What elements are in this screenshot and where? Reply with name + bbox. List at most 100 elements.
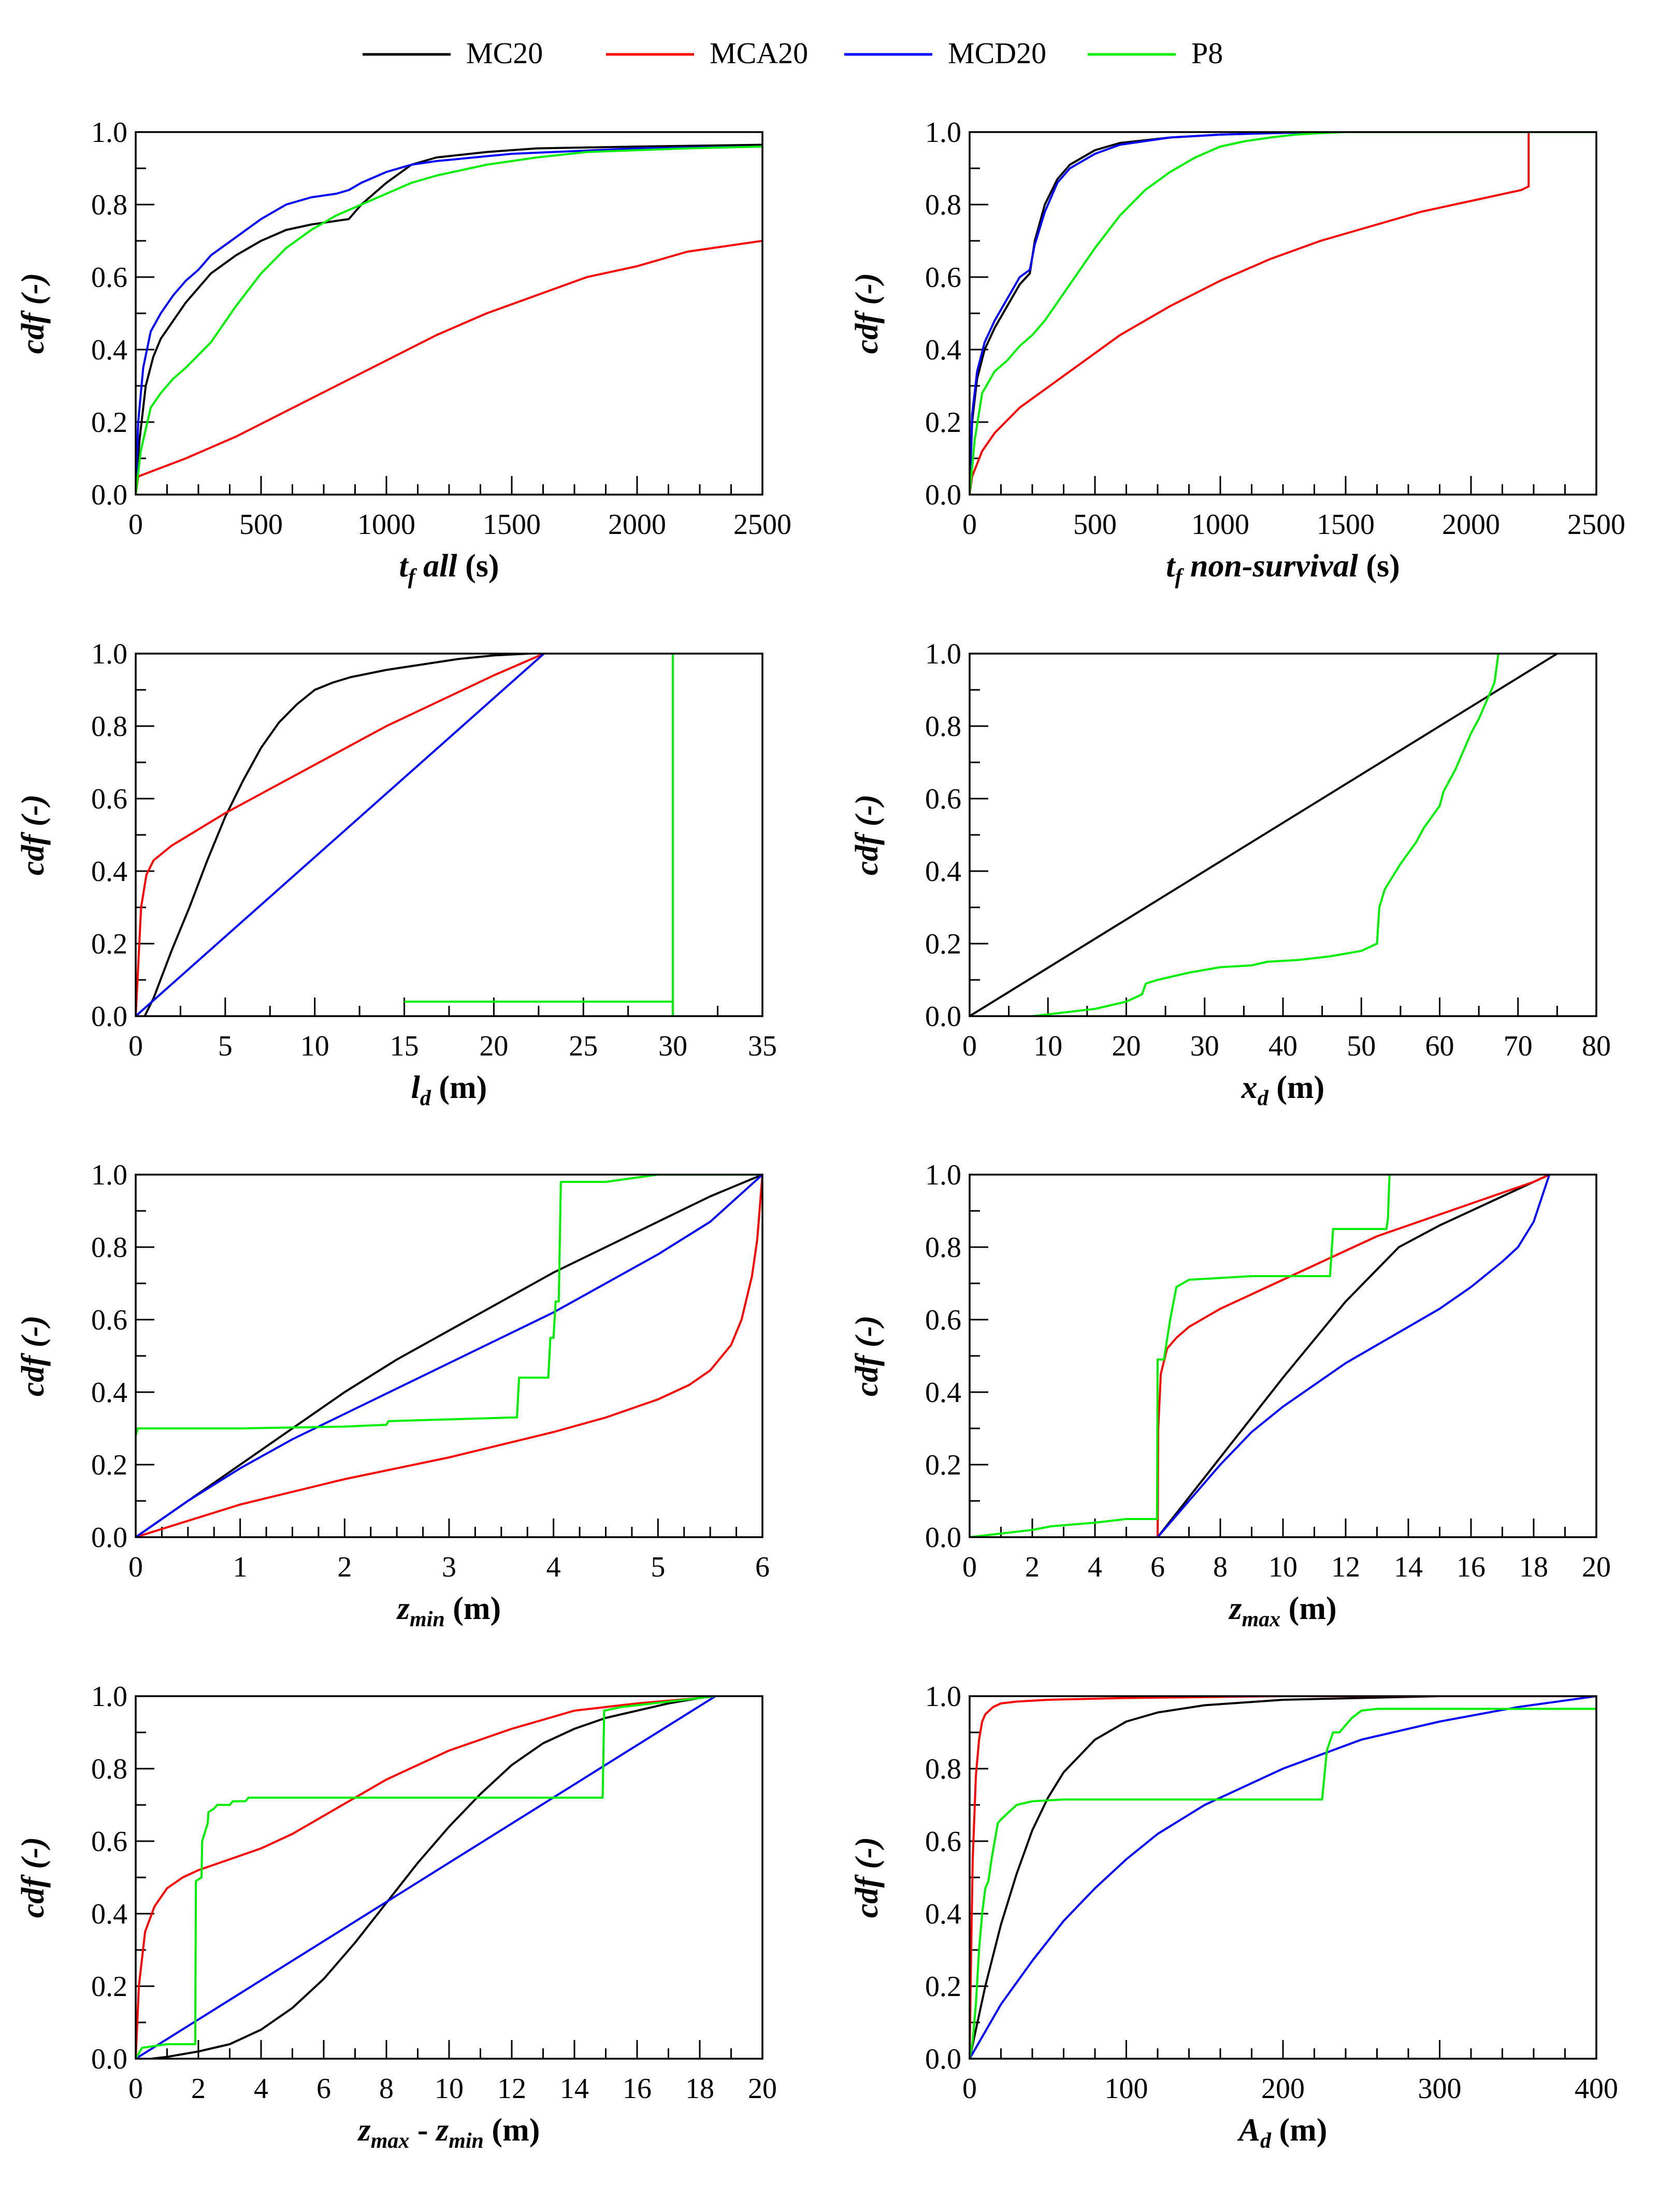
series-line-p8	[970, 132, 1596, 495]
chart-panel-7: 0 2 4 6 8 10 12 14 16 18 20 0.0 0.2 0.4 0.6 0.8 1.0 zmax …	[16, 1681, 777, 2153]
x-tick-label: 0	[128, 1030, 143, 1062]
series-line-mcd20	[136, 654, 545, 1016]
legend-label-mca20: MCA20	[710, 36, 808, 70]
x-tick-label: 80	[1582, 1030, 1611, 1062]
y-tick-label: 0.6	[925, 1826, 961, 1858]
series-line-mc20	[1157, 1175, 1550, 1537]
x-tick-label: 20	[748, 2073, 777, 2105]
y-tick-label: 0.4	[925, 1377, 961, 1409]
plot-frame	[969, 131, 1597, 496]
series-line-mca20	[136, 654, 544, 1016]
x-tick-label: 6	[755, 1551, 770, 1583]
y-tick-label: 0.8	[925, 189, 961, 221]
y-tick-label: 0.2	[925, 1449, 961, 1481]
y-axis-label: cdf (-)	[849, 273, 885, 354]
series-line-mca20	[136, 1696, 716, 2059]
series-line-p8	[970, 1708, 1596, 2059]
series-line-p8	[404, 654, 674, 1016]
series-line-p8	[1032, 654, 1499, 1016]
plot-frame	[969, 1174, 1597, 1538]
y-tick-label: 0.2	[925, 928, 961, 960]
x-tick-label: 12	[1331, 1551, 1360, 1583]
x-axis-label: zmin (m)	[396, 1591, 501, 1631]
x-tick-label: 35	[748, 1030, 777, 1062]
x-tick-label: 16	[623, 2073, 652, 2105]
y-tick-label: 0.2	[91, 928, 127, 960]
y-axis-label: cdf (-)	[16, 273, 51, 354]
y-tick-label: 0.2	[91, 1971, 127, 2003]
y-tick-label: 1.0	[925, 117, 961, 149]
series-line-mcd20	[970, 1696, 1596, 2059]
x-tick-label: 5	[651, 1551, 665, 1583]
series-line-p8	[970, 1175, 1391, 1537]
y-tick-label: 0.6	[925, 262, 961, 294]
series-line-mcd20	[136, 1696, 716, 2059]
x-tick-label: 15	[390, 1030, 419, 1062]
x-axis-label: tf all (s)	[399, 548, 499, 589]
x-tick-label: 2500	[733, 509, 791, 541]
x-tick-label: 2	[191, 2073, 206, 2105]
x-tick-label: 40	[1268, 1030, 1297, 1062]
y-tick-label: 0.8	[91, 711, 127, 743]
y-axis-label: cdf (-)	[16, 1837, 51, 1918]
plot-frame	[135, 131, 763, 496]
chart-panels: 0 500 1000 1500 2000 25000.00.20.40.60.81.0tf…	[16, 117, 1625, 2153]
x-tick-label: 70	[1504, 1030, 1533, 1062]
series-line-mcd20	[136, 146, 762, 495]
x-tick-label: 2000	[608, 509, 666, 541]
x-tick-label: 0	[128, 2073, 143, 2105]
x-tick-label: 1500	[1317, 509, 1375, 541]
x-tick-label: 400	[1575, 2073, 1618, 2105]
series-group	[136, 1175, 762, 1537]
y-tick-label: 0.4	[91, 1377, 127, 1409]
series-line-mcd20	[1157, 1175, 1551, 1537]
x-tick-label: 0	[128, 1551, 143, 1583]
y-tick-label: 0.0	[925, 479, 961, 511]
y-tick-label: 0.2	[925, 1971, 961, 2003]
x-tick-label: 0	[128, 509, 143, 541]
x-tick-label: 2000	[1442, 509, 1500, 541]
chart-panel-8: 0 100 200 300 400 0.0 0.2 0.4 0.6 0.8 1.0 Ad (m) cdf…	[849, 1681, 1618, 2153]
series-line-p8	[136, 1175, 762, 1436]
y-tick-label: 0.4	[91, 856, 127, 888]
series-line-mcd20	[136, 1175, 762, 1537]
x-tick-label: 0	[962, 1030, 977, 1062]
series-line-mc20	[151, 1696, 716, 2059]
legend-label-p8: P8	[1191, 36, 1223, 70]
x-axis-label: zmax - zmin (m)	[357, 2113, 540, 2153]
y-tick-label: 1.0	[91, 117, 127, 149]
y-tick-label: 0.4	[91, 1898, 127, 1930]
series-line-mca20	[970, 132, 1530, 495]
series-line-mc20	[136, 1175, 762, 1537]
chart-panel-2: 0 500 1000 1500 2000 2500 0.0 0.2 0.4 0.6 0.8 1.0 tf…	[849, 117, 1625, 589]
x-tick-label: 14	[560, 2073, 589, 2105]
y-tick-label: 0.6	[91, 783, 127, 815]
plot-frame	[135, 1695, 763, 2060]
x-axis-label: ld (m)	[411, 1070, 487, 1110]
y-tick-label: 0.6	[91, 1826, 127, 1858]
x-tick-label: 1	[233, 1551, 248, 1583]
y-tick-label: 1.0	[925, 1681, 961, 1713]
series-line-mca20	[136, 1175, 762, 1537]
x-tick-label: 30	[658, 1030, 687, 1062]
y-tick-label: 0.0	[925, 1522, 961, 1554]
chart-panel-4: 0 10 20 30 40 50 60 70 80 0.0 0.2 0.4 0.6 0.8 1.0 xd (m…	[849, 638, 1611, 1110]
x-tick-label: 200	[1261, 2073, 1305, 2105]
chart-panel-3: 0 5 10 15 20 25 30 35 0.0 0.2 0.4 0.6 0.8 1.0 ld (m) cd…	[16, 638, 777, 1110]
y-tick-label: 0.4	[925, 856, 961, 888]
x-tick-label: 5	[218, 1030, 233, 1062]
x-tick-label: 8	[1213, 1551, 1228, 1583]
series-line-p8	[136, 1696, 716, 2059]
x-axis-label: zmax (m)	[1228, 1591, 1336, 1631]
series-group	[970, 132, 1596, 495]
y-tick-label: 0.6	[925, 783, 961, 815]
series-line-mc20	[970, 1696, 1596, 2059]
x-tick-label: 4	[546, 1551, 561, 1583]
plot-frame	[135, 653, 763, 1017]
x-tick-label: 2500	[1567, 509, 1625, 541]
x-axis-label: xd (m)	[1241, 1070, 1324, 1110]
plot-frame	[135, 1174, 763, 1538]
y-tick-label: 0.8	[91, 189, 127, 221]
x-tick-label: 6	[316, 2073, 331, 2105]
